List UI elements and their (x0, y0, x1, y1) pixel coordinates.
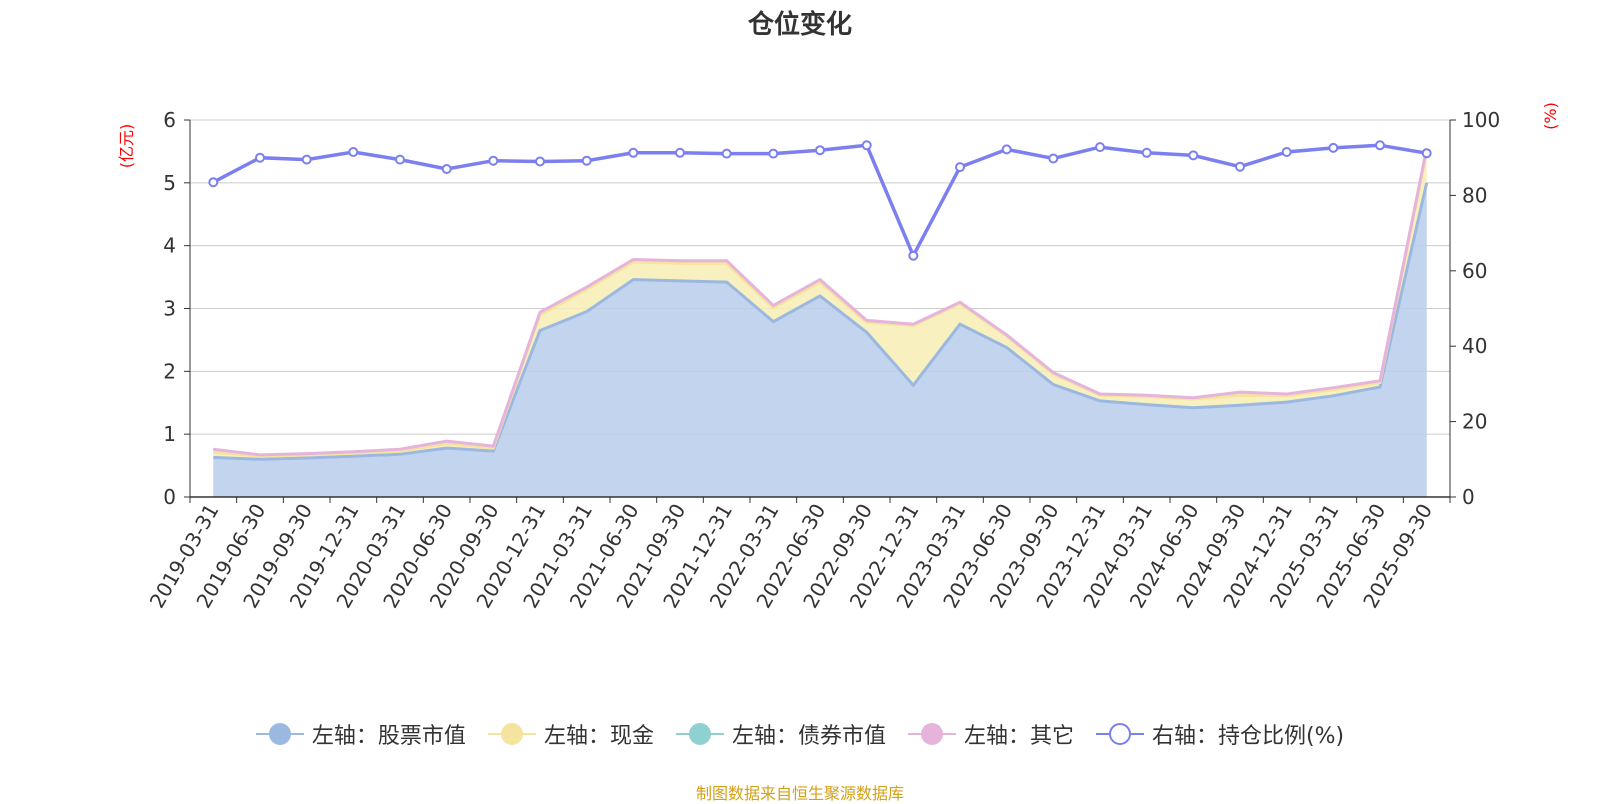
line-point (1375, 140, 1385, 151)
legend-item[interactable]: 右轴：持仓比例(%) (1095, 718, 1345, 750)
legend-circle-marker-icon (255, 721, 304, 747)
line-point (1188, 150, 1199, 161)
legend-label: 左轴：股票市值 (311, 724, 466, 749)
area-series-0 (213, 182, 1427, 498)
legend-line-marker-icon (1095, 721, 1144, 747)
y-right-tick-label: 0 (1462, 485, 1475, 509)
line-point (208, 177, 219, 188)
y-right-tick-label: 60 (1462, 259, 1487, 283)
line-point (488, 155, 499, 166)
line-point (348, 147, 359, 157)
y-right-tick-label: 20 (1462, 410, 1487, 434)
line-point (1141, 147, 1152, 158)
line-point (441, 164, 452, 174)
source-note: 制图数据来自恒生聚源数据库 (695, 784, 904, 803)
legend-item[interactable]: 左轴：现金 (487, 718, 654, 750)
area-edge-3 (213, 148, 1429, 457)
y-left-tick-label: 0 (163, 485, 176, 509)
legend-label: 左轴：其它 (963, 724, 1074, 749)
y-left-axis-label: (亿元) (117, 124, 136, 169)
line-point (628, 147, 639, 158)
y-left-tick-label: 5 (163, 171, 176, 195)
legend-circle-marker-icon (675, 721, 724, 747)
chart-title: 仓位变化 (747, 10, 852, 40)
line-point (815, 145, 825, 156)
line-point (1235, 161, 1245, 172)
y-left-tick-label: 6 (163, 108, 176, 132)
y-left-tick-label: 2 (163, 359, 176, 383)
line-point (255, 152, 265, 163)
y-right-tick-label: 100 (1462, 108, 1500, 132)
area-edge-1 (213, 151, 1429, 458)
line-point (721, 148, 732, 159)
line-point (908, 250, 919, 261)
line-point (1421, 148, 1432, 159)
line-point (535, 156, 545, 167)
legend-circle-marker-icon (907, 721, 956, 747)
line-point (301, 154, 312, 165)
legend-item[interactable]: 左轴：股票市值 (255, 718, 466, 750)
y-left-tick-label: 3 (163, 297, 176, 321)
legend-item[interactable]: 左轴：其它 (907, 718, 1074, 750)
area-layer (213, 148, 1427, 498)
legend-item[interactable]: 左轴：债券市值 (675, 718, 886, 750)
legend-circle-marker-icon (487, 721, 536, 747)
y-right-tick-label: 80 (1462, 183, 1487, 207)
legend-label: 左轴：现金 (543, 724, 654, 749)
legend: 左轴：股票市值 左轴：现金 左轴：债券市值 左轴：其它 右轴：持仓比例(%) (0, 718, 1600, 750)
y-right-axis-label: (%) (1541, 102, 1560, 130)
y-right-tick-label: 40 (1462, 334, 1487, 358)
line-point (581, 155, 592, 166)
line-point (955, 162, 965, 173)
line-point (1048, 153, 1059, 164)
line-point (768, 148, 779, 159)
legend-label: 右轴：持仓比例(%) (1151, 724, 1345, 749)
y-left-tick-label: 1 (163, 422, 176, 446)
line-point (675, 147, 685, 158)
line-point (1328, 142, 1339, 153)
area-edge-0 (213, 182, 1429, 461)
line-series-4 (212, 143, 1427, 260)
legend-label: 左轴：债券市值 (731, 724, 886, 749)
line-point (1281, 147, 1292, 157)
y-left-tick-label: 4 (163, 234, 176, 258)
line-point (861, 140, 872, 151)
line-point (1095, 142, 1105, 153)
line-point (395, 154, 405, 165)
line-point (1001, 144, 1012, 155)
line-layer (208, 140, 1432, 461)
